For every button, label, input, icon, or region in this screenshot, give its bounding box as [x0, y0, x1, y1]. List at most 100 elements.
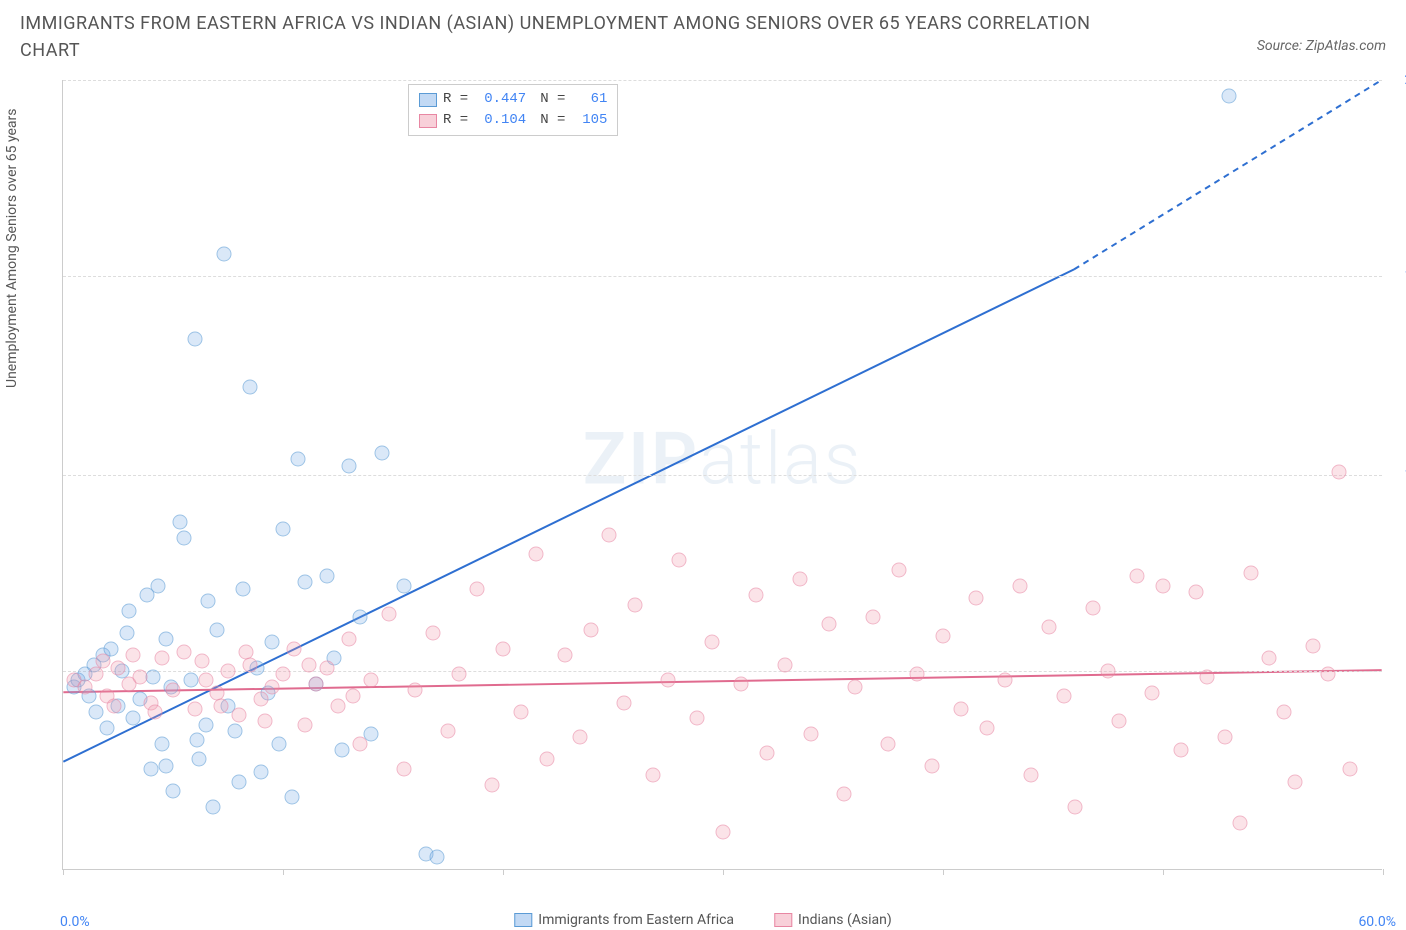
data-point — [452, 667, 467, 682]
bottom-legend: Immigrants from Eastern Africa Indians (… — [514, 912, 891, 928]
data-point — [1233, 815, 1248, 830]
data-point — [276, 521, 291, 536]
data-point — [243, 379, 258, 394]
data-point — [1332, 464, 1347, 479]
chart-title: IMMIGRANTS FROM EASTERN AFRICA VS INDIAN… — [20, 10, 1120, 64]
data-point — [100, 720, 115, 735]
data-point — [346, 689, 361, 704]
data-point — [980, 720, 995, 735]
x-tick — [503, 869, 504, 875]
data-point — [126, 648, 141, 663]
data-point — [232, 774, 247, 789]
data-point — [342, 458, 357, 473]
data-point — [177, 531, 192, 546]
data-point — [150, 578, 165, 593]
data-point — [78, 679, 93, 694]
data-point — [298, 575, 313, 590]
chart-container: ZIPatlas R = 0.447 N = 61 R = 0.104 N = … — [62, 80, 1382, 870]
data-point — [1156, 578, 1171, 593]
data-point — [201, 594, 216, 609]
bottom-legend-item-2: Indians (Asian) — [774, 912, 892, 928]
data-point — [1024, 768, 1039, 783]
data-point — [221, 663, 236, 678]
data-point — [716, 825, 731, 840]
data-point — [227, 723, 242, 738]
data-point — [89, 705, 104, 720]
data-point — [601, 528, 616, 543]
legend-swatch-bottom-1 — [514, 913, 532, 927]
data-point — [199, 717, 214, 732]
data-point — [1321, 667, 1336, 682]
data-point — [1112, 714, 1127, 729]
data-point — [441, 723, 456, 738]
data-point — [909, 667, 924, 682]
x-tick — [1383, 869, 1384, 875]
data-point — [214, 698, 229, 713]
gridline — [63, 276, 1382, 277]
data-point — [254, 692, 269, 707]
data-point — [1222, 88, 1237, 103]
x-axis-max-label: 60.0% — [1358, 914, 1396, 930]
data-point — [194, 654, 209, 669]
data-point — [628, 597, 643, 612]
data-point — [172, 515, 187, 530]
data-point — [1173, 742, 1188, 757]
data-point — [848, 679, 863, 694]
data-point — [777, 657, 792, 672]
data-point — [1085, 600, 1100, 615]
data-point — [881, 736, 896, 751]
data-point — [617, 695, 632, 710]
data-point — [749, 588, 764, 603]
data-point — [793, 572, 808, 587]
x-axis-min-label: 0.0% — [60, 914, 90, 930]
data-point — [865, 610, 880, 625]
data-point — [645, 768, 660, 783]
data-point — [192, 752, 207, 767]
gridline — [63, 80, 1382, 81]
data-point — [381, 607, 396, 622]
data-point — [331, 698, 346, 713]
data-point — [1277, 705, 1292, 720]
data-point — [265, 679, 280, 694]
data-point — [199, 673, 214, 688]
data-point — [188, 332, 203, 347]
data-point — [291, 452, 306, 467]
data-point — [821, 616, 836, 631]
data-point — [265, 635, 280, 650]
data-point — [529, 547, 544, 562]
data-point — [469, 581, 484, 596]
data-point — [513, 705, 528, 720]
data-point — [496, 641, 511, 656]
data-point — [205, 799, 220, 814]
data-point — [969, 591, 984, 606]
data-point — [661, 673, 676, 688]
data-point — [705, 635, 720, 650]
data-point — [320, 569, 335, 584]
data-point — [238, 644, 253, 659]
data-point — [540, 752, 555, 767]
stats-legend: R = 0.447 N = 61 R = 0.104 N = 105 — [408, 84, 618, 136]
data-point — [284, 790, 299, 805]
data-point — [302, 657, 317, 672]
data-point — [353, 736, 368, 751]
data-point — [1145, 686, 1160, 701]
data-point — [320, 660, 335, 675]
data-point — [287, 641, 302, 656]
data-point — [573, 730, 588, 745]
legend-swatch-2 — [419, 114, 437, 128]
bottom-legend-item-1: Immigrants from Eastern Africa — [514, 912, 734, 928]
legend-swatch-bottom-2 — [774, 913, 792, 927]
data-point — [1217, 730, 1232, 745]
data-point — [298, 717, 313, 732]
data-point — [557, 648, 572, 663]
data-point — [689, 711, 704, 726]
data-point — [1189, 584, 1204, 599]
data-point — [254, 765, 269, 780]
data-point — [210, 622, 225, 637]
data-point — [353, 610, 368, 625]
data-point — [733, 676, 748, 691]
data-point — [760, 746, 775, 761]
data-point — [309, 676, 324, 691]
data-point — [997, 673, 1012, 688]
x-tick — [283, 869, 284, 875]
